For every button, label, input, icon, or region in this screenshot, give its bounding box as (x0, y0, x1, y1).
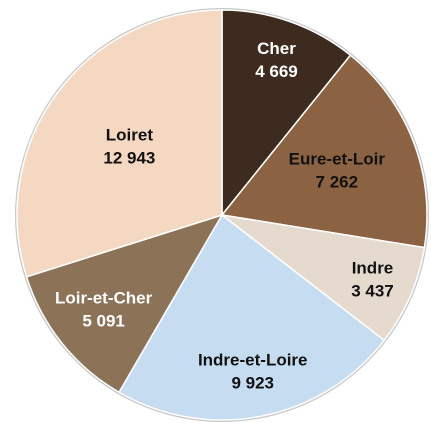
pie-slice (221, 214, 426, 342)
pie-slice (118, 213, 386, 421)
pie-outline (15, 8, 429, 422)
pie-slice (220, 54, 428, 249)
slice-name: Indre-et-Loire (198, 350, 308, 369)
pie-slice (16, 9, 223, 278)
pie-slice (25, 213, 224, 394)
slice-value: 7 262 (316, 172, 359, 191)
pie-slice (221, 9, 352, 218)
slice-name: Loiret (106, 126, 154, 145)
slice-value: 9 923 (231, 373, 274, 392)
slice-name: Eure-et-Loir (289, 149, 386, 168)
slice-name: Loir-et-Cher (55, 288, 153, 307)
slice-name: Cher (257, 39, 296, 58)
slice-value: 12 943 (103, 149, 155, 168)
slice-name: Indre (352, 259, 394, 278)
slice-value: 4 669 (255, 62, 298, 81)
slice-value: 3 437 (351, 282, 394, 301)
slice-value: 5 091 (82, 311, 125, 330)
